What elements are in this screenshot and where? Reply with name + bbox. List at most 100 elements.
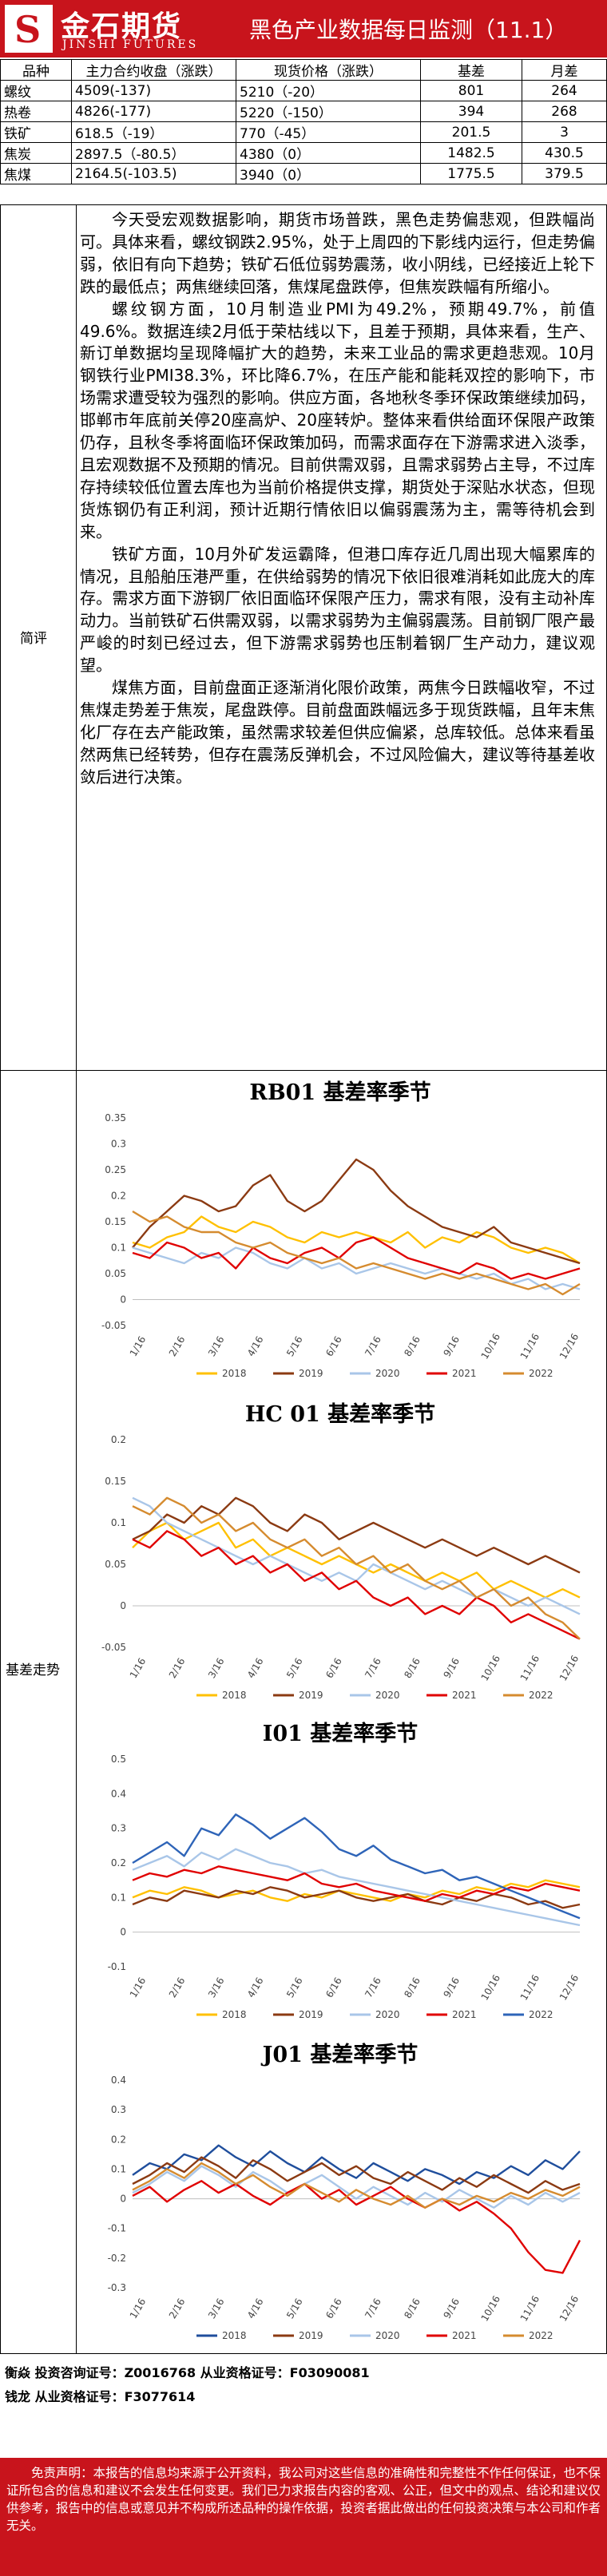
table-cell: 3 [522,121,607,143]
series-line-2022 [132,1210,581,1296]
series-line-2022 [132,2162,581,2209]
x-tick-label: 9/16 [441,1656,462,1680]
legend-label: 2022 [529,2330,553,2341]
table-row: 铁矿 618.5（-19） 770（-45） 201.5 3 [0,121,607,143]
x-tick-label: 3/16 [206,1976,227,1999]
column-header: 月差 [522,59,607,81]
x-tick-label: 6/16 [323,1334,344,1358]
series-line-2019 [132,1886,581,1909]
report-title: 黑色产业数据每日监测（11.1） [249,17,568,43]
x-tick-label: 5/16 [284,1334,305,1358]
column-header: 现货价格（涨跌） [236,59,421,81]
table-cell: 5210（-20） [236,80,421,101]
commentary-paragraph: 螺纹钢方面，10月制造业PMI为49.2%，预期49.7%，前值49.6%。数据… [80,299,595,541]
legend-label: 2018 [222,1690,247,1701]
y-tick-label: -0.3 [108,2282,126,2293]
series-line-2019 [132,1496,581,1574]
logo: S [5,5,53,53]
series-line-2019 [132,1158,581,1265]
y-tick-label: 0.25 [105,1164,126,1175]
x-tick-label: 4/16 [245,1656,266,1680]
table-cell: 4509(-137) [71,80,236,101]
x-tick-label: 7/16 [363,1656,383,1680]
table-cell: 264 [522,80,607,101]
series-line-2022 [132,1813,581,1920]
table-cell: 4826(-177) [71,101,236,122]
commentary-label-cell: 简评 [0,204,77,1071]
x-tick-label: 9/16 [441,1334,462,1358]
y-tick-label: 0.2 [111,2134,126,2145]
column-header: 品种 [0,59,72,81]
y-tick-label: 0.4 [111,1788,126,1799]
legend-label: 2020 [375,2009,400,2020]
x-tick-label: 7/16 [363,2297,383,2320]
y-tick-label: -0.05 [101,1642,126,1653]
legend-label: 2020 [375,2330,400,2341]
basis-label: 基差走势 [6,1663,60,1678]
legend-label: 2020 [375,1368,400,1379]
basis-label-cell: 基差走势 [0,1070,77,2354]
series-line-2021 [132,2180,581,2274]
chart-svg: RB01 基差率季节 -0.05 0 0.05 0.1 0.15 0.2 0.25 0.3 0.3… [101,1080,581,1379]
disclaimer-banner: 免责声明：本报告的信息均来源于公开资料，我公司对这些信息的准确性和完整性不作任何… [0,2458,607,2576]
x-tick-label: 3/16 [206,1656,227,1680]
legend-label: 2021 [452,1690,477,1701]
x-tick-label: 11/16 [518,1332,542,1361]
x-tick-label: 1/16 [128,1976,149,1999]
y-tick-label: 0.2 [111,1191,126,1202]
y-tick-label: 0.1 [111,1517,126,1528]
y-tick-label: -0.1 [108,2223,126,2234]
table-cell: 201.5 [420,121,522,143]
column-header: 主力合约收盘（涨跌） [71,59,236,81]
disclaimer-text: 免责声明：本报告的信息均来源于公开资料，我公司对这些信息的准确性和完整性不作任何… [6,2466,601,2533]
table-row: 热卷 4826(-177) 5220（-150） 394 268 [0,101,607,122]
x-tick-label: 5/16 [284,1656,305,1680]
logo-name: 金石期货 [61,10,183,43]
series-line-2018 [132,2144,581,2186]
table-cell: 热卷 [0,101,72,122]
x-tick-label: 11/16 [518,2294,542,2324]
table-cell: 268 [522,101,607,122]
x-tick-label: 8/16 [402,1656,423,1680]
table-cell: 焦炭 [0,142,72,164]
x-tick-label: 4/16 [245,2297,266,2320]
y-tick-label: 0.3 [111,1823,126,1834]
y-tick-label: 0.35 [105,1112,126,1124]
x-tick-label: 12/16 [557,1973,581,2003]
commentary-label: 简评 [20,631,47,647]
basis-chart: J01 基差率季节 -0.3 -0.2 -0.1 0 0.1 0.2 0.3 0.4 1/16 2/… [93,2036,588,2355]
table-cell: 4380（0） [236,142,421,164]
legend-label: 2021 [452,2009,477,2020]
x-tick-label: 6/16 [323,2297,344,2320]
y-tick-label: 0.2 [111,1857,126,1869]
logo-mark: S [14,8,42,51]
report-header: S 金石期货 JINSHI FUTURES 黑色产业数据每日监测（11.1） [0,0,607,57]
x-tick-label: 5/16 [284,2297,305,2320]
table-cell: 430.5 [522,142,607,164]
legend-label: 2020 [375,1690,400,1701]
table-row: 焦炭 2897.5（-80.5） 4380（0） 1482.5 430.5 [0,142,607,164]
x-tick-label: 3/16 [206,2297,227,2320]
y-tick-label: 0 [120,1927,126,1938]
y-tick-label: 0.1 [111,1242,126,1254]
x-tick-label: 10/16 [479,1332,502,1361]
table-header-row: 品种 主力合约收盘（涨跌） 现货价格（涨跌） 基差 月差 [0,59,607,81]
legend-label: 2018 [222,2330,247,2341]
commentary-text: 今天受宏观数据影响，期货市场普跌，黑色走势偏悲观，但跌幅尚可。具体来看，螺纹钢跌… [80,209,595,789]
y-tick-label: -0.1 [108,1961,126,1972]
commentary-paragraph: 煤焦方面，目前盘面正逐渐消化限价政策，两焦今日跌幅收窄，不过焦煤走势差于焦炭，尾… [80,678,595,787]
x-tick-label: 8/16 [402,2297,423,2320]
x-tick-label: 8/16 [402,1976,423,1999]
table-cell: 2897.5（-80.5） [71,142,236,164]
table-row: 焦煤 2164.5(-103.5) 3940（0） 1775.5 379.5 [0,163,607,184]
series-line-2018 [132,1521,581,1599]
table-cell: 394 [420,101,522,122]
x-tick-label: 1/16 [128,2297,149,2320]
y-tick-label: 0 [120,2194,126,2205]
x-tick-label: 10/16 [479,1973,502,2003]
x-tick-label: 12/16 [557,1654,581,1683]
legend-label: 2019 [299,1690,323,1701]
x-tick-label: 7/16 [363,1334,383,1358]
column-header: 基差 [420,59,522,81]
x-tick-label: 2/16 [167,1334,188,1358]
